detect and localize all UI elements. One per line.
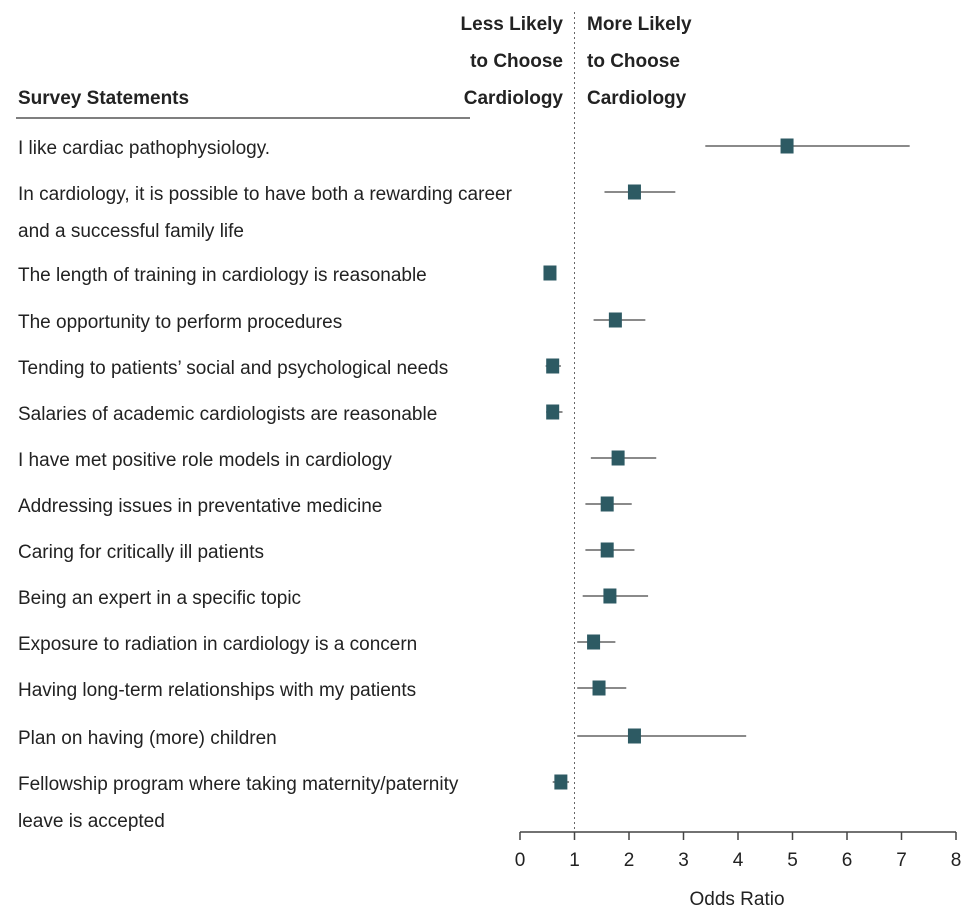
statement-label: Tending to patients’ social and psycholo… bbox=[18, 358, 448, 379]
odds-ratio-marker bbox=[546, 404, 560, 420]
x-tick-label: 0 bbox=[515, 850, 526, 871]
statement-label: Having long-term relationships with my p… bbox=[18, 680, 416, 701]
statement-label: Exposure to radiation in cardiology is a… bbox=[18, 634, 417, 655]
more-likely-label: More Likely to Choose Cardiology bbox=[587, 14, 692, 109]
more-likely-label-line: Cardiology bbox=[587, 88, 687, 109]
x-tick-label: 2 bbox=[624, 850, 635, 871]
odds-ratio-marker bbox=[587, 634, 601, 650]
odds-ratio-marker bbox=[546, 358, 560, 374]
odds-ratio-marker bbox=[627, 184, 641, 200]
statement-label: I like cardiac pathophysiology. bbox=[18, 138, 270, 159]
odds-ratio-marker bbox=[600, 496, 614, 512]
statement-label: Salaries of academic cardiologists are r… bbox=[18, 404, 437, 425]
odds-ratio-marker bbox=[592, 680, 606, 696]
odds-ratio-marker bbox=[543, 265, 557, 281]
statement-label: Addressing issues in preventative medici… bbox=[18, 496, 382, 517]
x-tick-label: 7 bbox=[896, 850, 907, 871]
odds-ratio-markers bbox=[543, 138, 794, 790]
odds-ratio-marker bbox=[780, 138, 794, 154]
odds-ratio-marker bbox=[554, 774, 568, 790]
statement-label: and a successful family life bbox=[18, 221, 244, 242]
statement-label: Caring for critically ill patients bbox=[18, 542, 264, 563]
x-tick-label: 3 bbox=[678, 850, 689, 871]
x-tick-label: 1 bbox=[569, 850, 580, 871]
odds-ratio-marker bbox=[603, 588, 617, 604]
statement-label: The length of training in cardiology is … bbox=[18, 265, 427, 286]
odds-ratio-marker bbox=[627, 728, 641, 744]
x-tick-label: 6 bbox=[842, 850, 853, 871]
statement-label: The opportunity to perform procedures bbox=[18, 312, 342, 333]
less-likely-label-line: Less Likely bbox=[461, 14, 564, 35]
more-likely-label-line: More Likely bbox=[587, 14, 692, 35]
odds-ratio-marker bbox=[600, 542, 614, 558]
x-axis: 0 1 2 3 4 5 6 7 8 bbox=[515, 831, 962, 871]
statement-labels: I like cardiac pathophysiology. In cardio… bbox=[18, 138, 513, 832]
statement-label: Fellowship program where taking maternit… bbox=[18, 774, 459, 795]
x-tick-label: 4 bbox=[733, 850, 744, 871]
x-tick-label: 8 bbox=[951, 850, 962, 871]
statement-label: leave is accepted bbox=[18, 811, 165, 832]
x-axis-title: Odds Ratio bbox=[689, 889, 784, 910]
statement-label: In cardiology, it is possible to have bo… bbox=[18, 184, 513, 205]
statement-label: I have met positive role models in cardi… bbox=[18, 450, 392, 471]
less-likely-label-line: to Choose bbox=[470, 51, 563, 72]
statements-header: Survey Statements bbox=[18, 88, 189, 109]
less-likely-label: Less Likely to Choose Cardiology bbox=[461, 14, 564, 109]
statement-label: Being an expert in a specific topic bbox=[18, 588, 301, 609]
odds-ratio-marker bbox=[611, 450, 625, 466]
x-tick-label: 5 bbox=[787, 850, 798, 871]
odds-ratio-marker bbox=[608, 312, 622, 328]
less-likely-label-line: Cardiology bbox=[464, 88, 564, 109]
more-likely-label-line: to Choose bbox=[587, 51, 680, 72]
statement-label: Plan on having (more) children bbox=[18, 728, 277, 749]
